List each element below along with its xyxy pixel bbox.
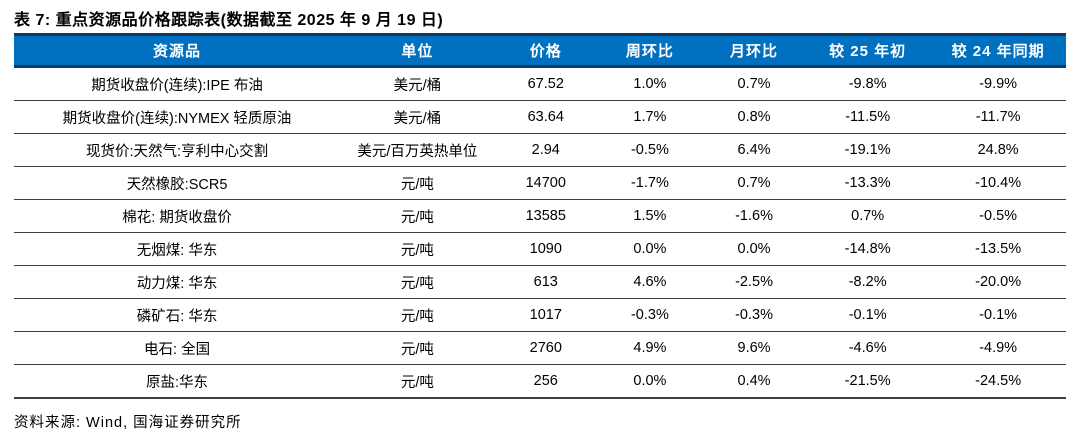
col-header-ytd: 较 25 年初: [805, 33, 931, 68]
cell-yoy: -0.5%: [930, 199, 1066, 233]
cell-name: 动力煤: 华东: [14, 265, 341, 299]
cell-wow: -0.3%: [596, 298, 704, 332]
cell-ytd: -0.1%: [805, 298, 931, 332]
cell-unit: 美元/桶: [340, 100, 495, 134]
cell-yoy: -4.9%: [930, 331, 1066, 365]
cell-price: 13585: [494, 199, 597, 233]
cell-mom: -1.6%: [703, 199, 806, 233]
cell-ytd: 0.7%: [805, 199, 931, 233]
col-header-price: 价格: [494, 33, 597, 68]
cell-price: 1090: [494, 232, 597, 266]
table-row: 原盐:华东 元/吨 256 0.0% 0.4% -21.5% -24.5%: [14, 364, 1066, 399]
col-header-mom: 月环比: [703, 33, 806, 68]
cell-name: 期货收盘价(连续):NYMEX 轻质原油: [14, 100, 341, 134]
cell-price: 256: [494, 364, 597, 399]
table-row: 天然橡胶:SCR5 元/吨 14700 -1.7% 0.7% -13.3% -10.4%: [14, 166, 1066, 200]
cell-wow: 1.7%: [596, 100, 704, 134]
cell-yoy: -10.4%: [930, 166, 1066, 200]
table-row: 现货价:天然气:亨利中心交割 美元/百万英热单位 2.94 -0.5% 6.4% -19.…: [14, 133, 1066, 167]
cell-unit: 元/吨: [340, 298, 495, 332]
data-source-note: 资料来源: Wind, 国海证券研究所: [14, 415, 242, 431]
cell-mom: 9.6%: [703, 331, 806, 365]
cell-yoy: -20.0%: [930, 265, 1066, 299]
cell-name: 原盐:华东: [14, 364, 341, 399]
cell-ytd: -21.5%: [805, 364, 931, 399]
cell-yoy: 24.8%: [930, 133, 1066, 167]
col-header-unit: 单位: [340, 33, 495, 68]
cell-ytd: -9.8%: [805, 66, 931, 101]
table-header-row: 资源品 单位 价格 周环比 月环比 较 25 年初 较 24 年同期: [14, 33, 1066, 68]
cell-unit: 元/吨: [340, 166, 495, 200]
cell-name: 期货收盘价(连续):IPE 布油: [14, 66, 341, 101]
cell-price: 2760: [494, 331, 597, 365]
cell-mom: 6.4%: [703, 133, 806, 167]
cell-ytd: -11.5%: [805, 100, 931, 134]
cell-mom: -0.3%: [703, 298, 806, 332]
table-body: 期货收盘价(连续):IPE 布油 美元/桶 67.52 1.0% 0.7% -9.8% -9…: [14, 66, 1066, 399]
table-row: 电石: 全国 元/吨 2760 4.9% 9.6% -4.6% -4.9%: [14, 331, 1066, 365]
cell-name: 无烟煤: 华东: [14, 232, 341, 266]
price-tracking-table: 资源品 单位 价格 周环比 月环比 较 25 年初 较 24 年同期 期货收盘价…: [14, 33, 1066, 399]
cell-ytd: -8.2%: [805, 265, 931, 299]
col-header-wow: 周环比: [596, 33, 704, 68]
cell-wow: 0.0%: [596, 232, 704, 266]
cell-ytd: -19.1%: [805, 133, 931, 167]
cell-unit: 元/吨: [340, 265, 495, 299]
cell-wow: 1.5%: [596, 199, 704, 233]
cell-mom: 0.4%: [703, 364, 806, 399]
cell-ytd: -4.6%: [805, 331, 931, 365]
col-header-resource: 资源品: [14, 33, 341, 68]
cell-name: 电石: 全国: [14, 331, 341, 365]
cell-unit: 美元/桶: [340, 66, 495, 101]
cell-wow: -0.5%: [596, 133, 704, 167]
cell-price: 613: [494, 265, 597, 299]
cell-mom: -2.5%: [703, 265, 806, 299]
cell-mom: 0.7%: [703, 166, 806, 200]
cell-name: 磷矿石: 华东: [14, 298, 341, 332]
cell-unit: 元/吨: [340, 331, 495, 365]
cell-yoy: -0.1%: [930, 298, 1066, 332]
table-row: 无烟煤: 华东 元/吨 1090 0.0% 0.0% -14.8% -13.5%: [14, 232, 1066, 266]
cell-yoy: -24.5%: [930, 364, 1066, 399]
cell-ytd: -14.8%: [805, 232, 931, 266]
cell-mom: 0.7%: [703, 66, 806, 101]
col-header-yoy: 较 24 年同期: [930, 33, 1066, 68]
cell-name: 天然橡胶:SCR5: [14, 166, 341, 200]
cell-wow: 4.9%: [596, 331, 704, 365]
cell-price: 67.52: [494, 66, 597, 101]
cell-unit: 元/吨: [340, 364, 495, 399]
cell-yoy: -9.9%: [930, 66, 1066, 101]
table-row: 棉花: 期货收盘价 元/吨 13585 1.5% -1.6% 0.7% -0.5%: [14, 199, 1066, 233]
cell-wow: 4.6%: [596, 265, 704, 299]
cell-unit: 元/吨: [340, 199, 495, 233]
cell-wow: 0.0%: [596, 364, 704, 399]
cell-mom: 0.8%: [703, 100, 806, 134]
cell-wow: 1.0%: [596, 66, 704, 101]
table-title: 表 7: 重点资源品价格跟踪表(数据截至 2025 年 9 月 19 日): [14, 12, 444, 29]
table-row: 磷矿石: 华东 元/吨 1017 -0.3% -0.3% -0.1% -0.1%: [14, 298, 1066, 332]
cell-unit: 元/吨: [340, 232, 495, 266]
cell-name: 棉花: 期货收盘价: [14, 199, 341, 233]
cell-mom: 0.0%: [703, 232, 806, 266]
cell-price: 14700: [494, 166, 597, 200]
cell-price: 2.94: [494, 133, 597, 167]
cell-price: 1017: [494, 298, 597, 332]
cell-yoy: -13.5%: [930, 232, 1066, 266]
cell-name: 现货价:天然气:亨利中心交割: [14, 133, 341, 167]
table-row: 期货收盘价(连续):IPE 布油 美元/桶 67.52 1.0% 0.7% -9.8% -9…: [14, 66, 1066, 101]
cell-ytd: -13.3%: [805, 166, 931, 200]
table-row: 动力煤: 华东 元/吨 613 4.6% -2.5% -8.2% -20.0%: [14, 265, 1066, 299]
table-row: 期货收盘价(连续):NYMEX 轻质原油 美元/桶 63.64 1.7% 0.8% -11…: [14, 100, 1066, 134]
cell-price: 63.64: [494, 100, 597, 134]
cell-unit: 美元/百万英热单位: [340, 133, 495, 167]
cell-wow: -1.7%: [596, 166, 704, 200]
cell-yoy: -11.7%: [930, 100, 1066, 134]
